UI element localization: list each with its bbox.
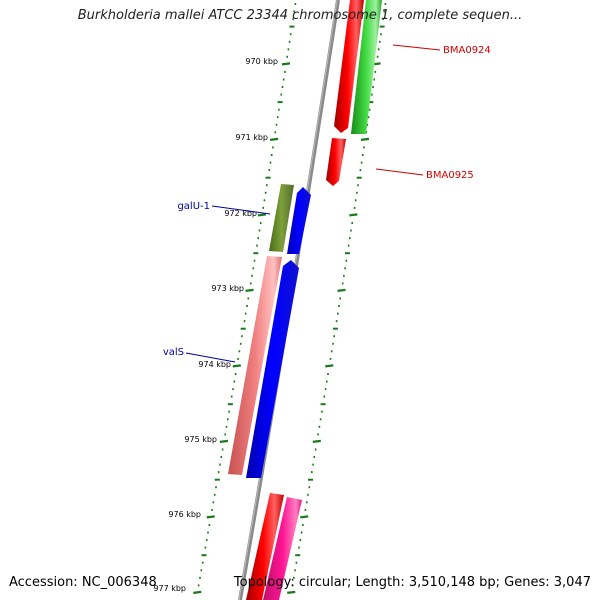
ruler-label-973: 973 kbp: [211, 284, 244, 293]
gene-label-leaders: [185, 44, 441, 363]
ruler-label-977: 977 kbp: [153, 584, 186, 593]
genome-summary: Topology: circular; Length: 3,510,148 bp…: [233, 575, 591, 590]
ruler-label-972: 972 kbp: [224, 209, 257, 218]
ruler-tick: [337, 288, 346, 292]
ruler-tick: [325, 364, 334, 368]
gene-magenta-feature[interactable]: [263, 497, 302, 600]
leader-bma0924: [392, 44, 441, 51]
ruler-tick: [193, 590, 202, 594]
ruler-tick: [206, 515, 215, 519]
ruler-tick: [281, 62, 291, 66]
ruler-label-976: 976 kbp: [168, 510, 201, 519]
ruler-label-970: 970 kbp: [245, 57, 278, 66]
accession-label: Accession: NC_006348: [9, 575, 157, 590]
ruler-labels: 970 kbp 971 kbp 972 kbp 973 kbp 974 kbp …: [153, 57, 278, 593]
gene-red-lower-feature[interactable]: [246, 493, 284, 600]
gene-bma0924-feature[interactable]: [334, 0, 364, 133]
ruler-label-975: 975 kbp: [184, 435, 217, 444]
gene-vals-feature[interactable]: [246, 260, 299, 478]
ruler-label-971: 971 kbp: [235, 133, 268, 142]
ruler-tick: [232, 364, 241, 368]
ruler-tick: [269, 137, 279, 141]
gene-label-vals[interactable]: valS: [163, 347, 184, 358]
ruler-tick: [287, 590, 296, 594]
leader-bma0925: [375, 168, 424, 176]
ruler-tick: [219, 439, 229, 443]
gene-blue-upper-feature[interactable]: [287, 187, 311, 254]
ruler-tick: [300, 515, 309, 519]
gene-label-bma0924[interactable]: BMA0924: [443, 45, 491, 56]
ruler-tick: [360, 137, 370, 141]
ruler-ticks: [193, 3, 387, 594]
leader-galu-1: [211, 205, 271, 215]
gene-galu-1-feature[interactable]: [269, 184, 294, 252]
gene-label-galu-1[interactable]: galU-1: [177, 201, 210, 212]
gene-label-bma0925[interactable]: BMA0925: [426, 170, 474, 181]
leader-vals: [185, 352, 236, 363]
gene-salmon-feature[interactable]: [228, 256, 282, 475]
gene-green-feature[interactable]: [351, 0, 382, 134]
ruler-label-974: 974 kbp: [198, 360, 231, 369]
ruler-tick: [349, 213, 358, 217]
map-title: Burkholderia mallei ATCC 23344 chromosom…: [77, 8, 523, 23]
ruler-tick: [257, 213, 267, 217]
gene-bma0925-feature[interactable]: [326, 138, 346, 186]
ruler-tick: [245, 288, 254, 292]
ruler-tick: [312, 439, 321, 443]
